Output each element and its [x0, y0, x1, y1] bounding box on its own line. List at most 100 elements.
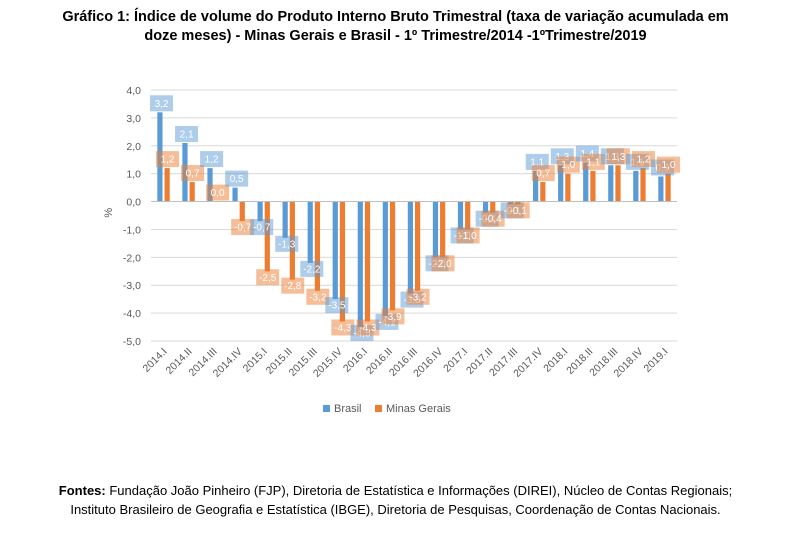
data-label-minas-gerais: -0,4: [485, 214, 503, 225]
bar-brasil: [457, 201, 464, 230]
bar-minas-gerais: [565, 173, 571, 202]
data-label-minas-gerais-bg: [581, 153, 605, 170]
bar-brasil: [432, 201, 439, 258]
sources-note: Fontes: Fundação João Pinheiro (FJP), Di…: [0, 481, 791, 519]
bar-brasil: [482, 201, 489, 213]
data-label-brasil: -0,7: [253, 223, 271, 234]
bar-brasil: [558, 165, 564, 202]
data-label-brasil-bg: [300, 260, 324, 277]
y-tick-label: 0,0: [126, 197, 141, 209]
data-label-minas-gerais-bg: [656, 156, 680, 173]
bar-minas-gerais: [239, 201, 245, 222]
data-label-minas-gerais-bg: [206, 184, 230, 201]
data-label-brasil-bg: [250, 219, 274, 236]
data-label-minas-gerais-bg: [256, 269, 280, 286]
chart-title-line-2: doze meses) - Minas Gerais e Brasil - 1º…: [144, 28, 647, 44]
data-label-minas-gerais: -2,5: [259, 273, 277, 284]
y-axis-label: %: [103, 208, 115, 218]
data-label-minas-gerais-bg: [231, 219, 255, 236]
data-label-minas-gerais: -4,3: [359, 323, 377, 334]
legend-swatch-brasil: [323, 405, 330, 412]
data-label-minas-gerais: -4,3: [334, 323, 352, 334]
bar-brasil: [658, 176, 664, 202]
data-label-minas-gerais-bg: [306, 288, 330, 305]
data-label-minas-gerais: -2,8: [284, 281, 302, 292]
data-label-minas-gerais-bg: [631, 151, 655, 168]
data-label-minas-gerais-bg: [281, 277, 305, 294]
bar-minas-gerais: [490, 201, 496, 213]
data-label-brasil: 1,1: [530, 157, 544, 168]
y-tick-label: 2,0: [126, 141, 141, 153]
y-tick-label: -1,0: [123, 224, 141, 236]
data-label-brasil: 1,2: [205, 155, 219, 166]
bar-brasil: [282, 201, 288, 238]
bar-minas-gerais: [465, 201, 471, 230]
data-label-brasil: -1,3: [278, 239, 296, 250]
data-label-minas-gerais-bg: [156, 151, 180, 168]
bar-minas-gerais: [364, 201, 371, 322]
bar-brasil: [257, 201, 263, 222]
data-label-minas-gerais: -2,0: [434, 259, 452, 270]
bar-brasil: [357, 201, 363, 328]
bar-brasil: [407, 201, 413, 294]
data-label-minas-gerais-bg: [181, 165, 205, 182]
data-label-brasil-bg: [325, 297, 349, 314]
y-tick-label: -2,0: [123, 252, 141, 264]
data-label-brasil: 3,2: [155, 99, 169, 110]
data-label-brasil-bg: [150, 95, 174, 112]
data-label-minas-gerais: 0,7: [536, 169, 550, 180]
bar-brasil: [608, 165, 614, 202]
data-label-minas-gerais: -3,2: [309, 292, 327, 303]
data-label-minas-gerais: -1,0: [459, 231, 477, 242]
bar-chart: 4,0 3,0 2,0 1,0 0,0 -1,0 -2,0 -3,0 -4,0 -5,0% 3,2 1…: [103, 85, 680, 415]
chart-title-line-1: Gráfico 1: Índice de volume do Produto I…: [62, 9, 729, 25]
bar-brasil: [382, 201, 388, 316]
data-label-brasil-bg: [225, 170, 249, 187]
bar-minas-gerais: [615, 165, 621, 202]
bar-brasil: [307, 201, 313, 263]
y-tick-label: -3,0: [123, 280, 141, 292]
data-label-minas-gerais-bg: [606, 148, 630, 165]
data-label-minas-gerais: 0,0: [211, 188, 225, 199]
data-label-minas-gerais-bg: [356, 319, 380, 336]
bar-minas-gerais: [415, 201, 421, 291]
bar-minas-gerais: [440, 201, 446, 258]
data-label-minas-gerais: -3,9: [384, 312, 402, 323]
y-tick-label: -5,0: [123, 336, 141, 348]
bar-minas-gerais: [264, 201, 270, 272]
x-tick-label: 2019.I: [641, 346, 670, 375]
sources-line-1: Fontes: Fundação João Pinheiro (FJP), Di…: [0, 481, 791, 500]
legend-label-brasil: Brasil: [334, 403, 362, 415]
legend-label-minas-gerais: Minas Gerais: [386, 403, 451, 415]
data-label-minas-gerais: 0,7: [186, 169, 200, 180]
data-label-minas-gerais-bg: [431, 255, 455, 272]
data-label-brasil-bg: [200, 151, 224, 168]
data-label-minas-gerais: 1,2: [161, 155, 175, 166]
data-label-minas-gerais: -3,2: [409, 292, 427, 303]
sources-line-1-text: Fundação João Pinheiro (FJP), Diretoria …: [105, 483, 733, 498]
data-label-brasil: -2,2: [303, 264, 321, 275]
bar-minas-gerais: [314, 201, 321, 291]
bar-minas-gerais: [189, 182, 195, 202]
data-label-minas-gerais-bg: [331, 319, 355, 336]
data-label-minas-gerais-bg: [506, 202, 530, 219]
data-label-minas-gerais: -0,7: [234, 223, 252, 234]
data-label-minas-gerais-bg: [381, 308, 405, 325]
data-label-brasil: 0,5: [230, 174, 244, 185]
bar-brasil: [332, 201, 338, 300]
y-tick-label: 4,0: [126, 85, 141, 97]
bar-minas-gerais: [164, 168, 170, 202]
y-tick-label: 3,0: [126, 113, 141, 125]
data-label-minas-gerais-bg: [481, 210, 505, 227]
bar-minas-gerais: [540, 182, 546, 202]
data-label-minas-gerais: 1,2: [636, 155, 650, 166]
data-label-minas-gerais: -0,1: [510, 206, 528, 217]
bar-minas-gerais: [665, 173, 671, 202]
data-label-minas-gerais-bg: [456, 227, 480, 244]
data-label-minas-gerais-bg: [406, 288, 430, 305]
data-label-minas-gerais: 1,3: [611, 152, 625, 163]
y-tick-label: 1,0: [126, 169, 141, 181]
data-label-minas-gerais-bg: [531, 165, 555, 182]
bar-minas-gerais: [590, 170, 596, 202]
bar-minas-gerais: [640, 168, 646, 202]
